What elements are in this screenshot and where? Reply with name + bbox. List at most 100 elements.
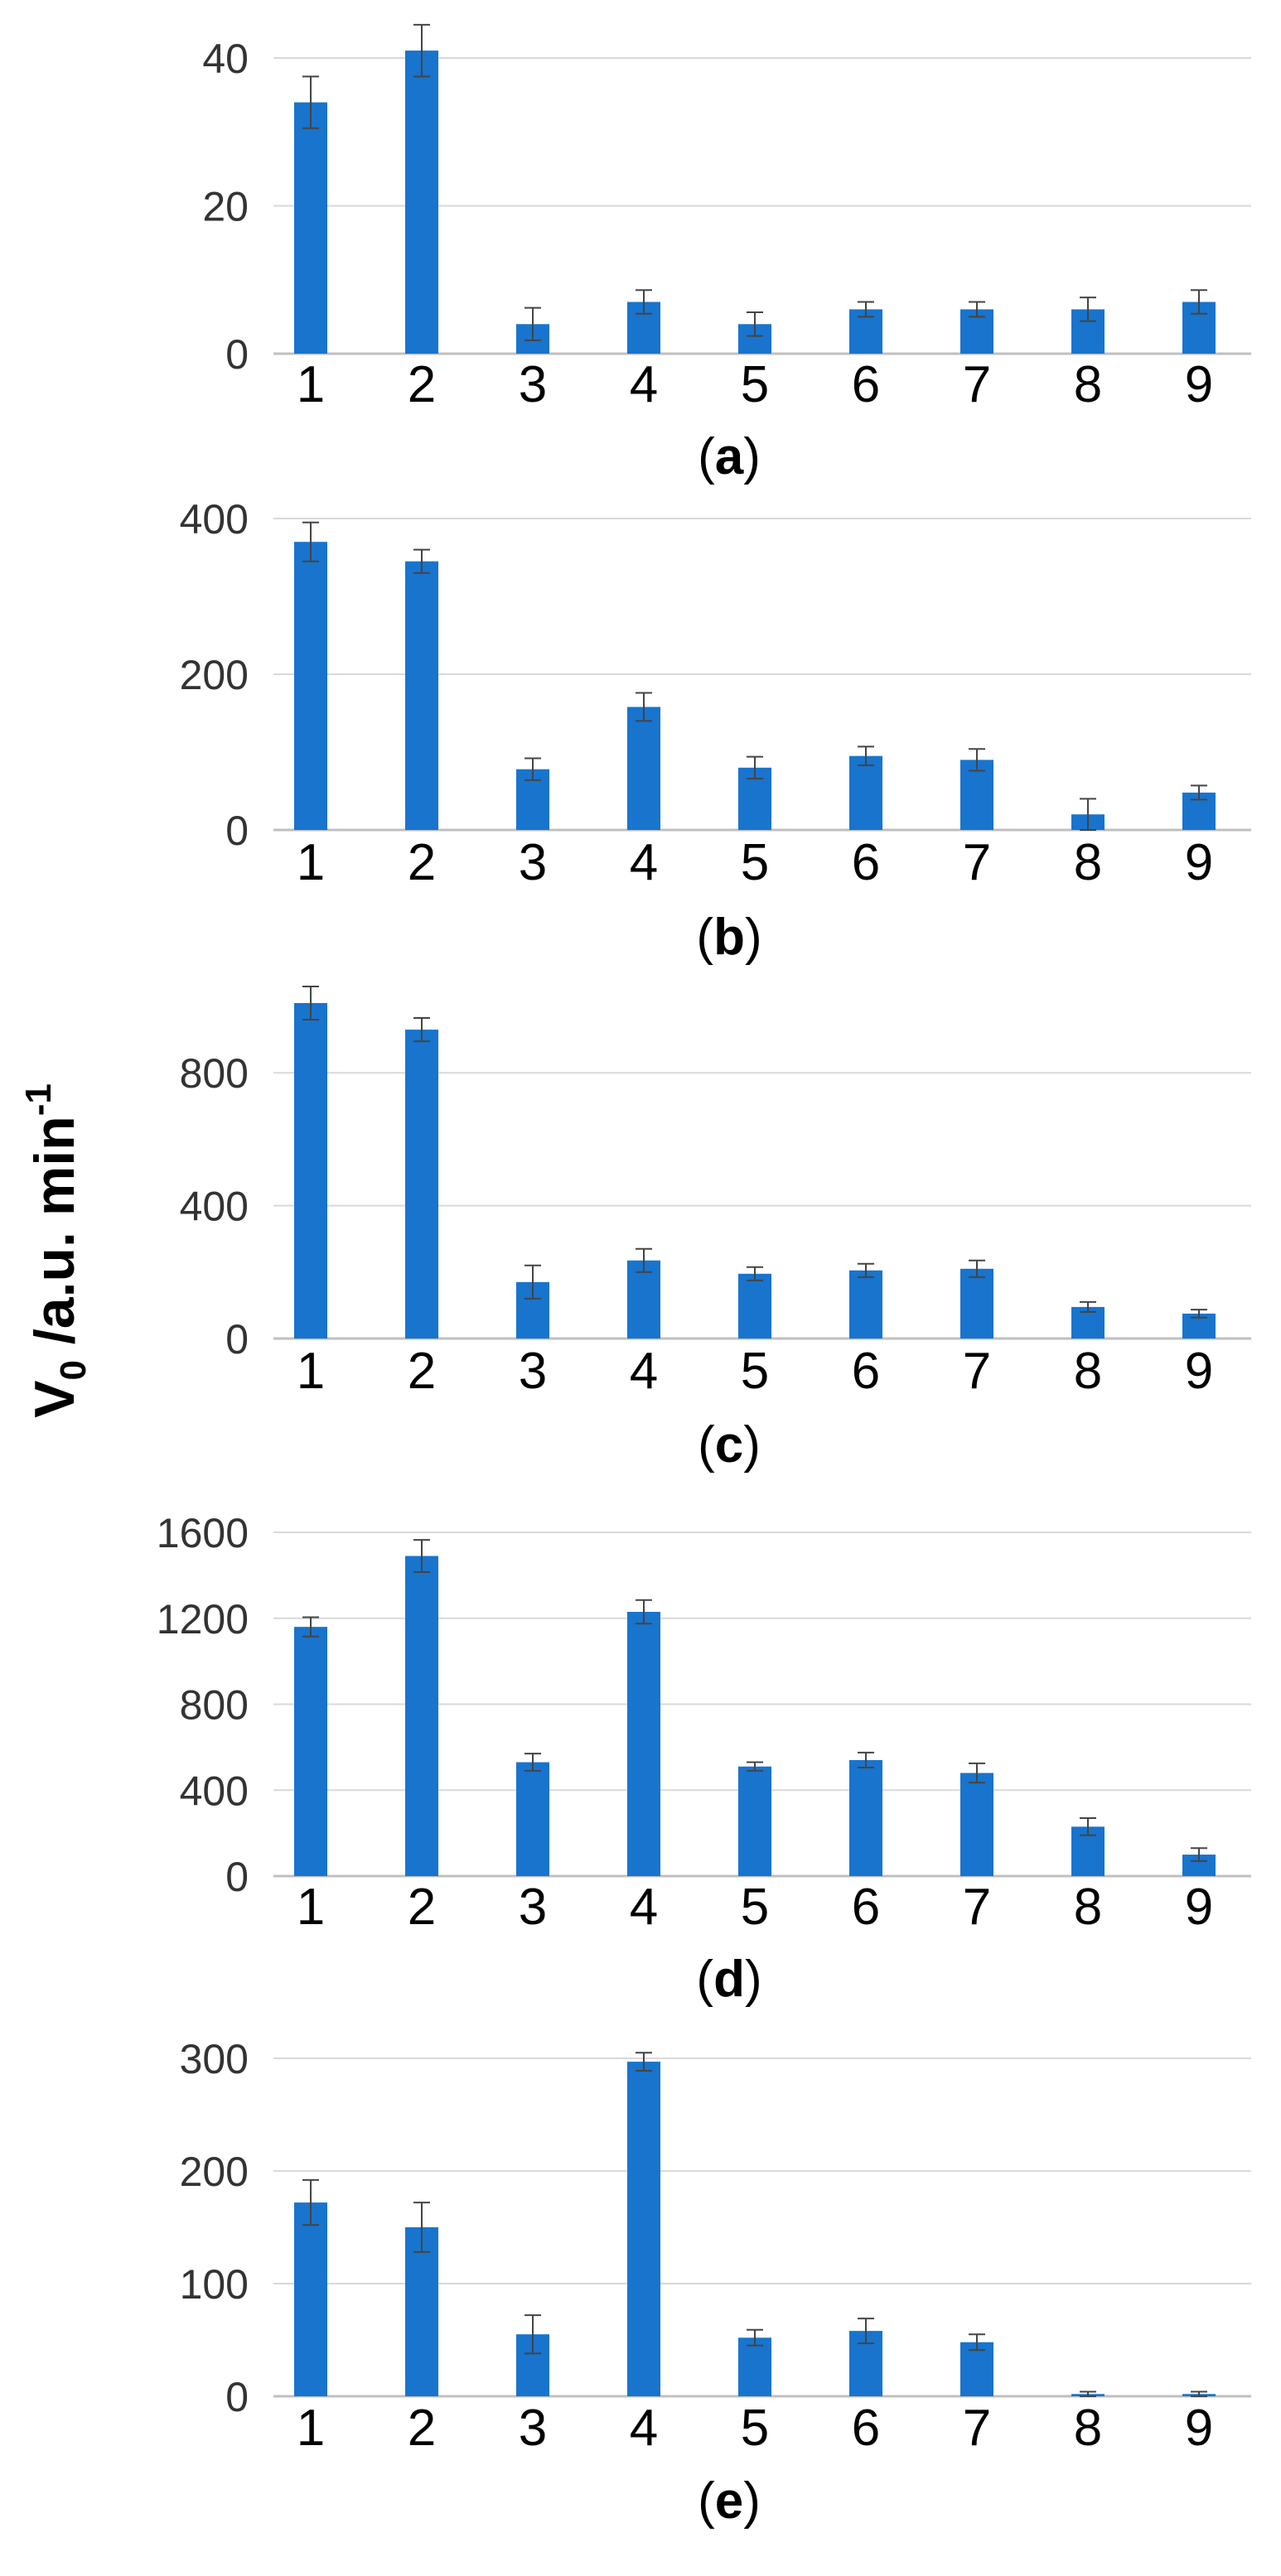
y-tick-label: 0 xyxy=(225,1316,249,1363)
x-tick-label: 5 xyxy=(741,2400,769,2457)
bar-1 xyxy=(294,542,327,830)
bar-1 xyxy=(294,2202,327,2396)
bar-7 xyxy=(960,1268,993,1339)
y-tick-label: 400 xyxy=(180,496,249,543)
x-tick-label: 1 xyxy=(297,2400,325,2457)
panel-label: (c) xyxy=(698,1416,761,1474)
error-bar-4 xyxy=(636,692,652,722)
bar-2 xyxy=(405,561,438,830)
error-bar-5 xyxy=(747,1266,763,1281)
y-tick-label: 100 xyxy=(180,2261,249,2308)
error-bar-5 xyxy=(747,311,763,337)
y-tick-label: 1600 xyxy=(157,1510,249,1556)
y-tick-label: 0 xyxy=(225,808,249,854)
x-tick-label: 8 xyxy=(1074,1343,1102,1400)
x-tick-label: 6 xyxy=(852,2400,880,2457)
error-bar-2 xyxy=(413,23,430,78)
error-bar-3 xyxy=(524,1264,541,1300)
x-tick-label: 2 xyxy=(408,356,436,413)
y-tick-label: 200 xyxy=(180,2149,249,2195)
error-bar-9 xyxy=(1191,289,1207,315)
error-bar-9 xyxy=(1191,1309,1207,1319)
x-tick-label: 5 xyxy=(741,834,769,891)
bar-3 xyxy=(516,1762,549,1876)
bar-6 xyxy=(849,1270,882,1339)
error-bar-3 xyxy=(524,2314,541,2355)
error-bar-4 xyxy=(636,1599,652,1625)
x-tick-label: 7 xyxy=(963,1879,991,1936)
bar-7 xyxy=(960,1773,993,1876)
error-bar-2 xyxy=(413,1017,430,1043)
y-tick-label: 800 xyxy=(180,1050,249,1097)
error-bar-9 xyxy=(1191,1847,1207,1862)
x-tick-label: 8 xyxy=(1074,356,1102,413)
x-tick-label: 9 xyxy=(1185,356,1213,413)
bar-4 xyxy=(627,707,660,830)
bar-2 xyxy=(405,2227,438,2396)
x-tick-label: 9 xyxy=(1185,834,1213,891)
error-bar-8 xyxy=(1080,798,1096,831)
x-tick-label: 9 xyxy=(1185,2400,1213,2457)
error-bar-5 xyxy=(747,1761,763,1772)
y-tick-label: 200 xyxy=(180,652,249,698)
y-axis-title-unit: /a.u. min xyxy=(23,1116,86,1360)
x-tick-label: 8 xyxy=(1074,2400,1102,2457)
x-tick-label: 3 xyxy=(519,1879,547,1936)
y-tick-label: 400 xyxy=(180,1184,249,1230)
x-tick-label: 5 xyxy=(741,356,769,413)
x-tick-label: 3 xyxy=(519,2400,547,2457)
error-bar-5 xyxy=(747,2328,763,2347)
panel-label: (b) xyxy=(696,909,761,966)
panel-label: (e) xyxy=(698,2472,761,2530)
error-bar-1 xyxy=(302,75,319,129)
x-tick-label: 6 xyxy=(852,1879,880,1936)
panel-a: 0204012345678910(a) xyxy=(202,23,1251,485)
y-tick-label: 0 xyxy=(225,331,249,378)
panel-b: 020040012345678910(b) xyxy=(180,496,1251,966)
error-bar-2 xyxy=(413,548,430,574)
error-bar-3 xyxy=(524,306,541,341)
bar-6 xyxy=(849,755,882,830)
bar-2 xyxy=(405,1030,438,1339)
y-tick-label: 400 xyxy=(180,1768,249,1814)
x-tick-label: 6 xyxy=(852,1343,880,1400)
y-axis-title-subscript: 0 xyxy=(53,1360,94,1381)
error-bar-3 xyxy=(524,1753,541,1772)
x-tick-label: 2 xyxy=(408,2400,436,2457)
error-bar-8 xyxy=(1080,1816,1096,1836)
y-tick-label: 20 xyxy=(202,184,249,230)
error-bar-3 xyxy=(524,757,541,781)
x-tick-label: 1 xyxy=(297,834,325,891)
error-bar-7 xyxy=(969,1762,985,1784)
bar-5 xyxy=(738,1766,771,1876)
x-tick-label: 9 xyxy=(1185,1879,1213,1936)
panel-e: 010020030012345678910(e) xyxy=(180,2036,1251,2530)
bar-4 xyxy=(627,2062,660,2396)
y-axis-title-superscript: -1 xyxy=(18,1083,59,1117)
x-tick-label: 5 xyxy=(741,1343,769,1400)
error-bar-5 xyxy=(747,755,763,779)
x-tick-label: 8 xyxy=(1074,834,1102,891)
x-tick-label: 8 xyxy=(1074,1879,1102,1936)
x-tick-label: 1 xyxy=(297,1343,325,1400)
y-tick-label: 0 xyxy=(225,2374,249,2420)
panel-label: (a) xyxy=(698,428,761,485)
bar-6 xyxy=(849,1759,882,1876)
error-bar-6 xyxy=(858,1751,874,1769)
bar-1 xyxy=(294,1627,327,1876)
x-tick-label: 1 xyxy=(297,1879,325,1936)
error-bar-9 xyxy=(1191,2390,1207,2397)
error-bar-1 xyxy=(302,2178,319,2226)
y-axis-title-text: V0 /a.u. min-1 xyxy=(18,1083,94,1418)
bar-4 xyxy=(627,1611,660,1876)
error-bar-6 xyxy=(858,745,874,766)
bar-2 xyxy=(405,51,438,354)
error-bar-7 xyxy=(969,2333,985,2352)
error-bar-1 xyxy=(302,985,319,1021)
x-tick-label: 7 xyxy=(963,2400,991,2457)
y-axis-title: V0 /a.u. min-1 xyxy=(7,911,106,1590)
error-bar-8 xyxy=(1080,297,1096,322)
x-tick-label: 4 xyxy=(630,1343,658,1400)
